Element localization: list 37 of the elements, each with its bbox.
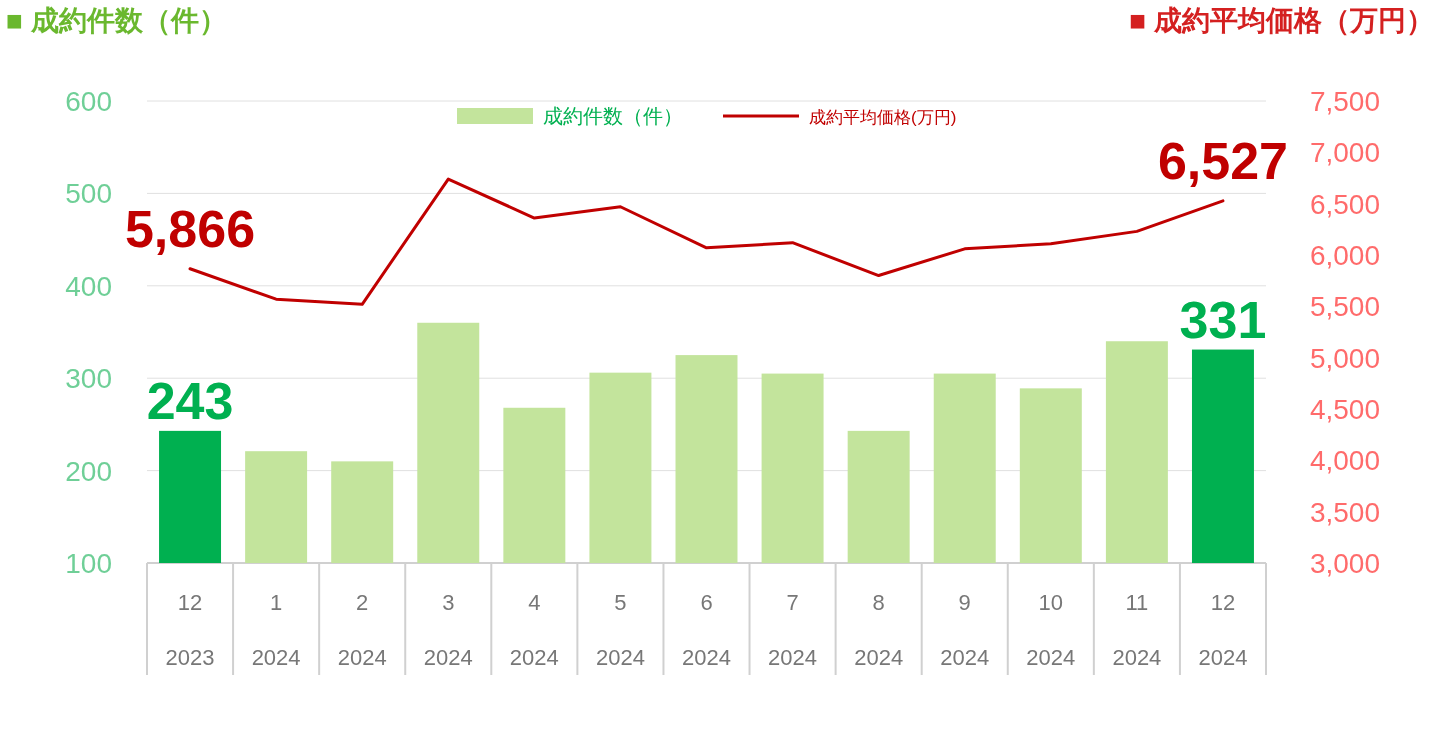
category-label: 6 2024 xyxy=(682,590,731,670)
category-label: 12 2024 xyxy=(1198,590,1248,670)
y2-tick-label: 6,500 xyxy=(1309,188,1380,220)
y2-tick-label: 7,500 xyxy=(1309,86,1380,117)
category-label: 2 2024 xyxy=(337,590,387,670)
data-label: 6,527 xyxy=(1157,131,1289,190)
category-label: 3 2024 xyxy=(423,590,473,670)
y2-tick-label: 4,000 xyxy=(1309,445,1380,477)
y2-axis-title: ■ 成約平均価格（万円） xyxy=(1129,5,1434,36)
y2-tick-label: 7,000 xyxy=(1309,137,1380,169)
y-axis-title: ■ 成約件数（件） xyxy=(6,5,227,36)
data-label: 5,866 xyxy=(124,199,256,258)
category-label: 5 2024 xyxy=(595,590,645,670)
category-label: 12 2023 xyxy=(165,590,215,670)
legend-label: 成約件数（件） xyxy=(543,105,683,127)
y-tick-label: 600 xyxy=(65,86,112,117)
y2-tick-label: 6,000 xyxy=(1309,240,1380,271)
category-label: 10 2024 xyxy=(1026,590,1076,670)
category-label: 11 2024 xyxy=(1112,590,1162,670)
y2-tick-label: 5,500 xyxy=(1309,291,1380,323)
y-tick-label: 500 xyxy=(65,178,112,210)
data-label: 243 xyxy=(146,371,234,430)
y2-tick-label: 5,000 xyxy=(1309,342,1380,374)
y-tick-label: 300 xyxy=(65,363,112,395)
y2-tick-label: 3,500 xyxy=(1309,496,1380,528)
y2-tick-label: 4,500 xyxy=(1309,394,1380,425)
data-label: 331 xyxy=(1179,290,1267,349)
y2-tick-label: 3,000 xyxy=(1309,548,1380,579)
y-tick-label: 400 xyxy=(65,270,112,302)
category-label: 8 2024 xyxy=(854,590,904,670)
category-label: 7 2024 xyxy=(768,590,818,670)
legend-label: 成約平均価格(万円) xyxy=(809,108,957,127)
category-label: 1 2024 xyxy=(251,590,301,670)
category-label: 9 2024 xyxy=(940,590,990,670)
y-tick-label: 100 xyxy=(65,548,112,579)
category-label: 4 2024 xyxy=(509,590,559,670)
y-tick-label: 200 xyxy=(65,455,112,487)
